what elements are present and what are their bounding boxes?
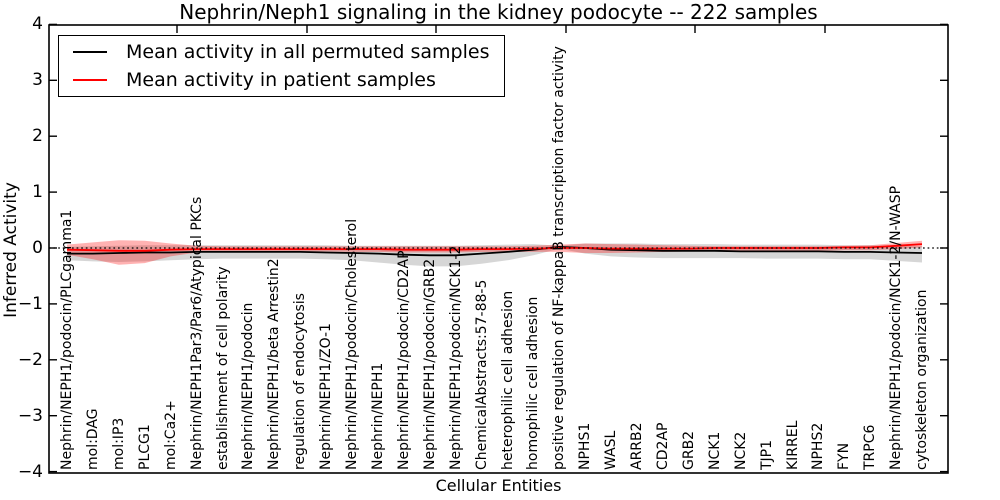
chart-title: Nephrin/Neph1 signaling in the kidney po… bbox=[179, 0, 818, 24]
y-tick-label: −1 bbox=[17, 293, 43, 314]
y-tick-label: 4 bbox=[32, 14, 43, 35]
y-tick-label: −2 bbox=[17, 349, 43, 370]
y-tick-label: 2 bbox=[32, 126, 43, 147]
legend-line-patient-icon bbox=[73, 79, 107, 82]
y-tick-label: 1 bbox=[32, 182, 43, 203]
y-tick-label: −4 bbox=[17, 461, 43, 482]
y-tick-labels: 4 3 2 1 0 −1 −2 −3 −4 bbox=[0, 0, 43, 500]
patient-band bbox=[67, 240, 922, 265]
patient-mean-line bbox=[66, 243, 923, 252]
y-tick-label: 3 bbox=[32, 70, 43, 91]
legend: Mean activity in all permuted samples Me… bbox=[58, 35, 505, 97]
legend-item-permuted: Mean activity in all permuted samples bbox=[73, 39, 504, 65]
permuted-mean-line bbox=[67, 245, 923, 257]
x-axis-label: Cellular Entities bbox=[435, 476, 562, 495]
legend-item-patient: Mean activity in patient samples bbox=[73, 67, 504, 93]
legend-label-patient: Mean activity in patient samples bbox=[126, 69, 436, 92]
axes-frame bbox=[48, 24, 949, 474]
y-tick-label: −3 bbox=[17, 405, 43, 426]
legend-line-permuted-icon bbox=[73, 50, 107, 53]
legend-label-permuted: Mean activity in all permuted samples bbox=[126, 40, 490, 63]
y-tick-label: 0 bbox=[32, 238, 43, 258]
